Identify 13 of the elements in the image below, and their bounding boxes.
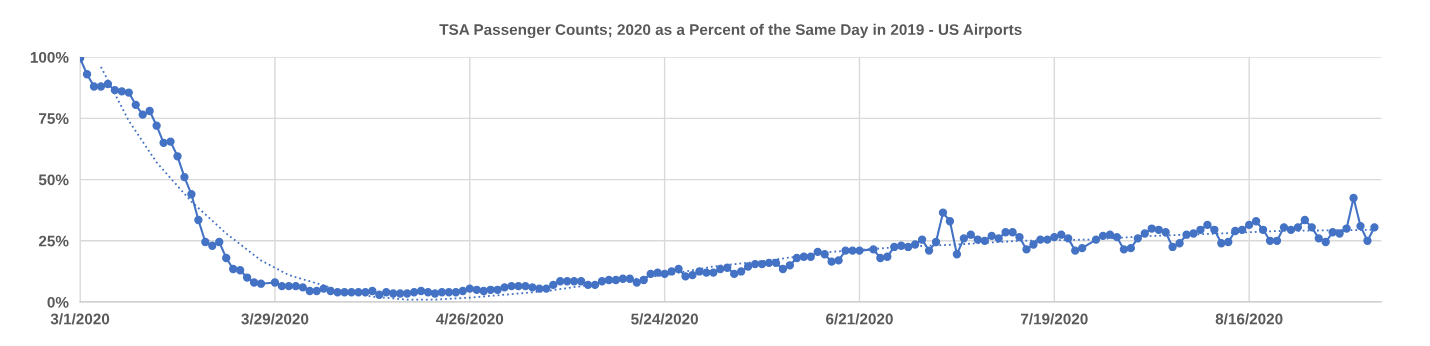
x-tick-label: 3/29/2020 [241,313,309,325]
y-tick-label: 25% [38,235,69,247]
x-tick-label: 7/19/2020 [1020,313,1088,325]
x-tick-label: 8/16/2020 [1215,313,1283,325]
x-tick-label: 3/1/2020 [50,313,110,325]
x-tick-label: 6/21/2020 [826,313,893,325]
y-tick-label: 0% [47,296,69,308]
x-tick-label: 4/26/2020 [436,313,504,325]
y-tick-label: 75% [39,113,69,125]
chart-title: TSA Passenger Counts; 2020 as a Percent of the Same Day in 2019 - US Airports [439,23,1022,39]
y-tick-label: 100% [30,51,69,63]
x-tick-label: 5/24/2020 [631,313,698,325]
y-tick-label: 50% [38,174,69,186]
